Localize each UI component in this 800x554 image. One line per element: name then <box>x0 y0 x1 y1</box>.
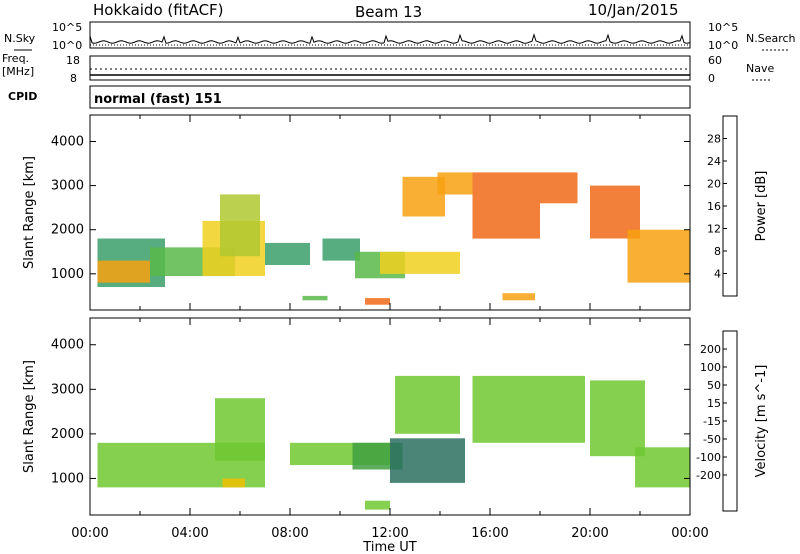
colorbar-tick-label: 12 <box>707 223 721 236</box>
power-region <box>502 293 535 301</box>
power-region <box>437 172 473 195</box>
noise-tick-bottom: 10^0 <box>52 39 82 52</box>
colorbar-tick-label: 4 <box>714 268 721 281</box>
colorbar-label: Power [dB] <box>754 171 769 242</box>
velocity-region <box>215 398 265 461</box>
power-region <box>590 185 640 239</box>
nsearch-label: N.Search <box>746 32 796 45</box>
freq-label: Freq. <box>2 52 29 65</box>
power-region <box>220 194 260 257</box>
colorbar-tick-label: -50 <box>703 433 721 446</box>
y-axis-label: Slant Range [km] <box>22 156 37 269</box>
x-tick-label: 20:00 <box>571 526 608 541</box>
freq-unit-label: [MHz] <box>2 65 34 78</box>
freq-trace <box>90 68 690 76</box>
power-region <box>97 260 150 283</box>
x-axis-label: Time UT <box>362 540 416 554</box>
y-tick-label: 3000 <box>51 179 84 194</box>
colorbar-tick-label: 200 <box>700 343 721 356</box>
x-tick-label: 00:00 <box>71 526 108 541</box>
date-title: 10/Jan/2015 <box>588 1 679 19</box>
velocity-region <box>365 500 390 510</box>
x-tick-label: 08:00 <box>271 526 308 541</box>
velocity-region <box>390 438 465 483</box>
freq-tick-top: 18 <box>66 54 80 67</box>
x-tick-label: 12:00 <box>371 526 408 541</box>
cpid-panel <box>89 85 691 109</box>
colorbar-tick-label: 100 <box>700 361 721 374</box>
nsky-line <box>89 33 691 44</box>
velocity-region <box>395 375 460 434</box>
velocity-region <box>472 375 585 443</box>
power-region <box>472 172 540 239</box>
colorbar-tick-label: 8 <box>714 245 721 258</box>
colorbar-tick-label: -15 <box>703 415 721 428</box>
freq-tick-bottom: 8 <box>70 72 77 85</box>
y-tick-label: 2000 <box>51 427 84 442</box>
station-title: Hokkaido (fitACF) <box>93 1 224 19</box>
velocity-region <box>590 380 645 457</box>
cpid-label: CPID <box>8 90 37 103</box>
nave-label: Nave <box>746 62 774 75</box>
x-tick-label: 04:00 <box>171 526 208 541</box>
power-panel: 1000 2000 3000 4000 Slant Range [km] 4 8 12 16 20… <box>22 114 769 311</box>
power-region <box>540 172 578 204</box>
power-region <box>322 238 360 261</box>
y-tick-label: 4000 <box>51 338 84 353</box>
colorbar-tick-label: 24 <box>707 155 721 168</box>
x-tick-label: 00:00 <box>671 526 708 541</box>
nave-tick-bottom: 0 <box>708 72 715 85</box>
y-tick-label: 1000 <box>51 267 84 282</box>
x-tick-label: 16:00 <box>471 526 508 541</box>
colorbar-tick-label: 28 <box>707 133 721 146</box>
colorbar-tick-label: -200 <box>696 469 721 482</box>
noise-tick-top-right: 10^5 <box>708 21 738 34</box>
freq-panel <box>89 55 691 81</box>
colorbar-tick-label: 20 <box>707 178 721 191</box>
rti-panels: 1000 2000 3000 4000 Slant Range [km] 4 8 12 16 20… <box>22 114 769 554</box>
power-region <box>627 229 690 283</box>
nsky-label: N.Sky <box>4 32 36 45</box>
colorbar-tick-label: -100 <box>696 451 721 464</box>
colorbar-tick-label: 15 <box>707 397 721 410</box>
power-region <box>265 242 310 265</box>
y-tick-label: 2000 <box>51 223 84 238</box>
y-axis-label: Slant Range [km] <box>22 360 37 473</box>
y-tick-label: 3000 <box>51 382 84 397</box>
noise-trace <box>89 33 691 46</box>
velocity-region <box>222 478 245 488</box>
cpid-value: normal (fast) 151 <box>94 92 222 107</box>
colorbar-tick-label: 16 <box>707 200 721 213</box>
beam-title: Beam 13 <box>355 3 422 21</box>
power-region <box>302 295 328 301</box>
noise-tick-top: 10^5 <box>52 21 82 34</box>
noise-tick-bottom-right: 10^0 <box>708 39 738 52</box>
y-tick-label: 1000 <box>51 471 84 486</box>
colorbar-tick-label: 50 <box>707 379 721 392</box>
power-region <box>380 251 460 274</box>
nave-tick-top: 60 <box>708 54 722 67</box>
noise-panel <box>89 21 691 49</box>
colorbar-label: Velocity [m s^-1] <box>754 365 769 478</box>
velocity-region <box>635 447 690 488</box>
velocity-panel: 1000 2000 3000 4000 Slant Range [km] 00:00 04:… <box>22 317 769 554</box>
y-tick-label: 4000 <box>51 134 84 149</box>
power-region <box>365 298 390 305</box>
